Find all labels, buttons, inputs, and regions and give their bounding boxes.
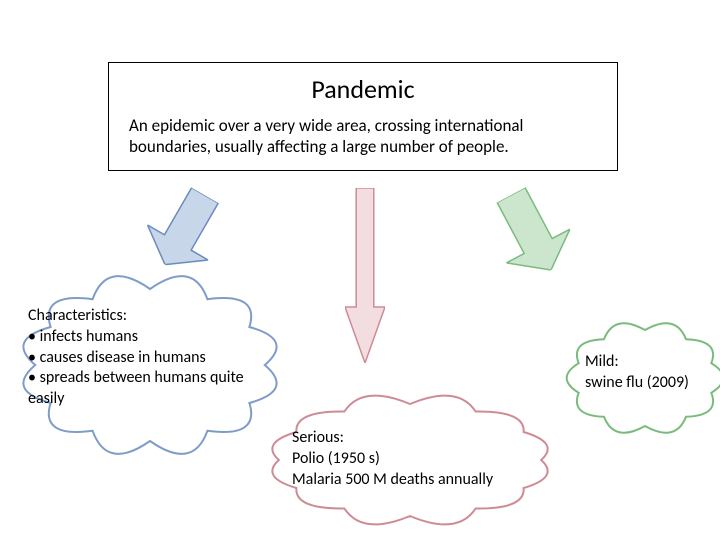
characteristics-item: spreads between humans quite easily <box>28 368 278 410</box>
arrow-left <box>135 178 236 282</box>
cloud-serious-text: Serious: Polio (1950 s) Malaria 500 M de… <box>292 428 572 490</box>
arrow-middle <box>345 188 385 363</box>
cloud-characteristics-text: Characteristics: infects humans causes d… <box>28 306 278 410</box>
cloud-mild-text: Mild: swine flu (2009) <box>585 352 720 394</box>
diagram-title: Pandemic <box>119 73 607 105</box>
characteristics-heading: Characteristics: <box>28 306 278 327</box>
mild-line: swine flu (2009) <box>585 373 720 394</box>
serious-line: Serious: <box>292 428 572 449</box>
serious-line: Malaria 500 M deaths annually <box>292 470 572 491</box>
characteristics-item: infects humans <box>28 327 278 348</box>
serious-line: Polio (1950 s) <box>292 449 572 470</box>
title-box: Pandemic An epidemic over a very wide ar… <box>108 62 618 171</box>
characteristics-item: causes disease in humans <box>28 348 278 369</box>
arrow-right <box>479 178 582 287</box>
mild-line: Mild: <box>585 352 720 373</box>
diagram-subtitle: An epidemic over a very wide area, cross… <box>119 115 607 158</box>
